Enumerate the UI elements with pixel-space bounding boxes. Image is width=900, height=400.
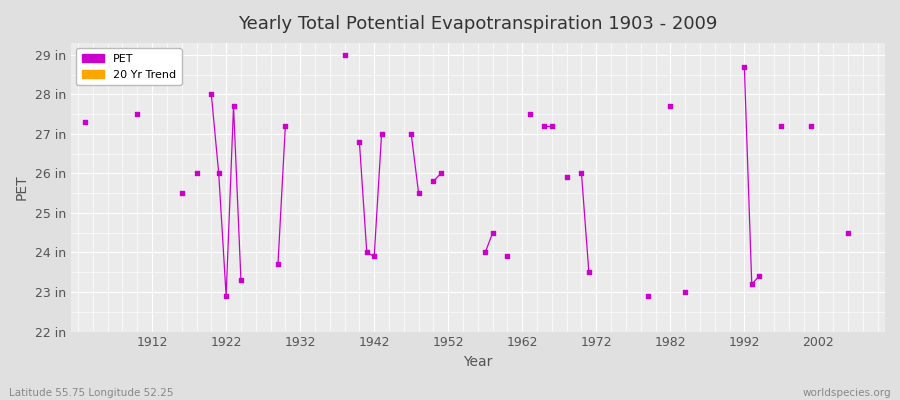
Text: Latitude 55.75 Longitude 52.25: Latitude 55.75 Longitude 52.25 (9, 388, 174, 398)
Point (544, 123, 559, 129)
Title: Yearly Total Potential Evapotranspiration 1903 - 2009: Yearly Total Potential Evapotranspiratio… (238, 15, 717, 33)
Point (663, 103, 678, 109)
Point (338, 52, 352, 58)
Y-axis label: PET: PET (15, 174, 29, 200)
Point (204, 91, 219, 98)
Point (219, 293, 233, 299)
Text: worldspecies.org: worldspecies.org (803, 388, 891, 398)
Point (404, 131, 419, 137)
Point (774, 123, 788, 129)
Point (271, 261, 285, 268)
Point (374, 131, 389, 137)
Point (478, 249, 492, 256)
Point (367, 253, 382, 260)
Point (574, 170, 589, 176)
Point (804, 123, 818, 129)
Point (278, 123, 293, 129)
Point (360, 249, 374, 256)
Point (189, 170, 203, 176)
Point (427, 178, 441, 184)
Point (411, 190, 426, 196)
Point (523, 111, 537, 117)
Point (78, 119, 93, 125)
Point (130, 111, 145, 117)
Point (434, 170, 448, 176)
Point (226, 103, 240, 109)
Point (537, 123, 552, 129)
Point (560, 174, 574, 180)
X-axis label: Year: Year (464, 355, 492, 369)
Point (581, 269, 596, 276)
Point (841, 230, 855, 236)
Point (744, 281, 759, 287)
Point (485, 230, 500, 236)
Point (212, 170, 226, 176)
Point (500, 253, 515, 260)
Legend: PET, 20 Yr Trend: PET, 20 Yr Trend (76, 48, 182, 85)
Point (641, 293, 655, 299)
Point (175, 190, 189, 196)
Point (737, 64, 751, 70)
Point (234, 277, 248, 283)
Point (678, 289, 692, 295)
Point (752, 273, 766, 280)
Point (352, 138, 366, 145)
